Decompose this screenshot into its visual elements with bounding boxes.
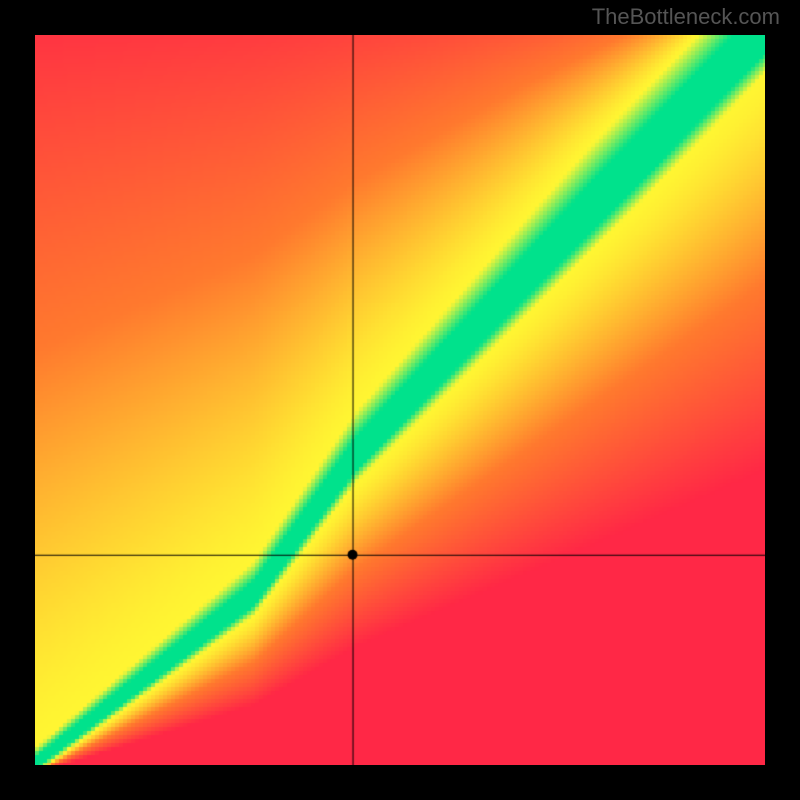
- heatmap-plot: [35, 35, 765, 765]
- watermark-text: TheBottleneck.com: [592, 4, 780, 30]
- chart-container: TheBottleneck.com: [0, 0, 800, 800]
